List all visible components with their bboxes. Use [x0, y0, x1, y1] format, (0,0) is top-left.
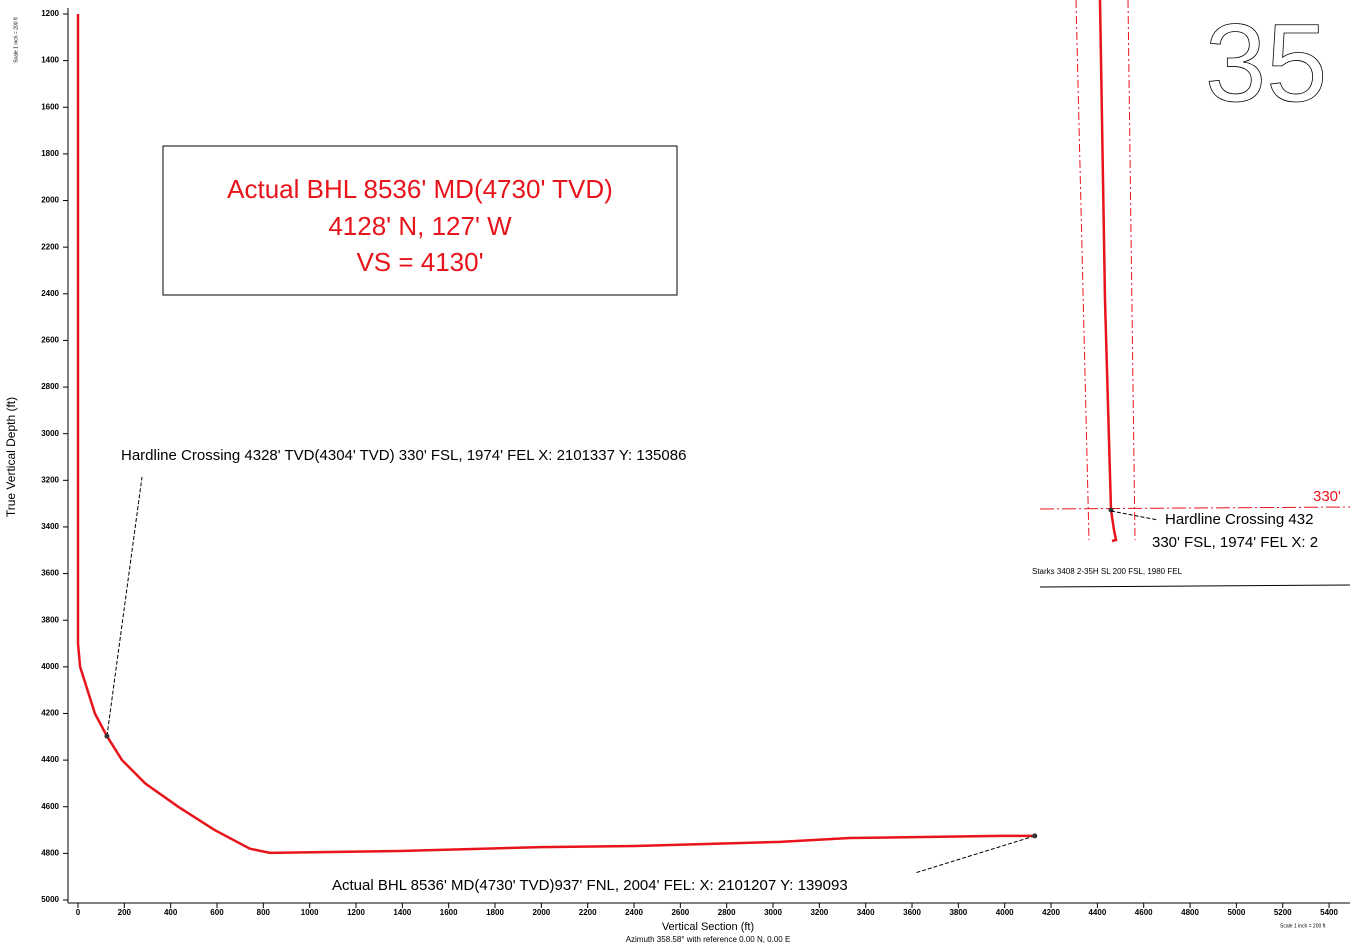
y-tick-label: 2600	[41, 336, 59, 345]
wellbore-line	[76, 14, 1035, 855]
y-tick-label: 3400	[41, 522, 59, 531]
leader-line	[106, 476, 143, 737]
surface-line	[1039, 584, 1350, 588]
annotation-text: Actual BHL 8536' MD(4730' TVD)937' FNL, …	[332, 877, 848, 894]
box-text: VS = 4130'	[356, 247, 483, 277]
annotation-box	[162, 145, 678, 296]
y-tick-label: 2200	[41, 242, 59, 251]
y-tick-label: 3800	[41, 615, 59, 624]
surface-location-label: Starks 3408 2-35H SL 200 FSL, 1980 FEL	[1032, 567, 1183, 576]
setback-label: 330'	[1313, 488, 1341, 505]
x-tick-label: 600	[210, 908, 224, 917]
y-tick-label: 3600	[41, 569, 59, 578]
x-tick-label: 4400	[1088, 908, 1106, 917]
x-tick-label: 3000	[764, 908, 782, 917]
x-tick-label: 3600	[903, 908, 921, 917]
x-tick-label: 2800	[718, 908, 736, 917]
y-tick-label: 1200	[41, 9, 59, 18]
annotation-point	[104, 733, 110, 739]
y-tick-label: 2400	[41, 289, 59, 298]
x-axis-title: Vertical Section (ft)	[662, 921, 754, 933]
x-tick-label: 4800	[1181, 908, 1199, 917]
x-tick-label: 1400	[393, 908, 411, 917]
hardline-label: Hardline Crossing 432	[1165, 511, 1313, 528]
x-tick-label: 200	[118, 908, 132, 917]
plan-view: 35 330' Hardline Crossing 432 330' FSL, …	[1032, 0, 1350, 929]
scale-note: Scale 1 inch = 200 ft	[13, 17, 19, 63]
y-tick-label: 1400	[41, 56, 59, 65]
y-tick-label: 3000	[41, 429, 59, 438]
y-tick-label: 1600	[41, 102, 59, 111]
y-tick-label: 2000	[41, 196, 59, 205]
x-tick-label: 4600	[1135, 908, 1153, 917]
y-tick-label: 4000	[41, 662, 59, 671]
x-tick-label: 4200	[1042, 908, 1060, 917]
y-tick-label: 4800	[41, 848, 59, 857]
y-axis-title: True Vertical Depth (ft)	[4, 397, 18, 517]
box-text: Actual BHL 8536' MD(4730' TVD)	[227, 174, 613, 204]
leader-line	[914, 835, 1035, 874]
lease-line	[1075, 0, 1090, 541]
x-tick-label: 2400	[625, 908, 643, 917]
x-tick-label: 3400	[857, 908, 875, 917]
section-number: 35	[1205, 2, 1327, 125]
leader-line	[1110, 510, 1159, 521]
x-tick-label: 2200	[579, 908, 597, 917]
y-tick-label: 4400	[41, 755, 59, 764]
x-tick-label: 800	[257, 908, 271, 917]
y-tick-label: 4200	[41, 709, 59, 718]
hardline-label: 330' FSL, 1974' FEL X: 2	[1152, 534, 1318, 551]
box-text: 4128' N, 127' W	[328, 211, 512, 241]
x-tick-label: 5000	[1227, 908, 1245, 917]
hardline	[1039, 506, 1350, 510]
annotation-text: Hardline Crossing 4328' TVD(4304' TVD) 3…	[121, 447, 686, 464]
x-tick-label: 0	[76, 908, 81, 917]
x-tick-label: 2600	[671, 908, 689, 917]
x-tick-label: 3200	[810, 908, 828, 917]
x-tick-label: 4000	[996, 908, 1014, 917]
scale-note: Scale 1 inch = 200 ft	[1280, 923, 1326, 929]
x-tick-label: 2000	[532, 908, 550, 917]
y-tick-label: 4600	[41, 802, 59, 811]
x-tick-label: 5400	[1320, 908, 1338, 917]
lease-line	[1127, 0, 1136, 541]
y-tick-label: 5000	[41, 895, 59, 904]
plan-wellbore	[1098, 0, 1118, 543]
x-axis-detail: Azimuth 358.58° with reference 0.00 N, 0…	[626, 935, 791, 944]
y-tick-label: 3200	[41, 475, 59, 484]
y-tick-label: 2800	[41, 382, 59, 391]
y-tick-label: 1800	[41, 149, 59, 158]
x-tick-label: 400	[164, 908, 178, 917]
x-tick-label: 1200	[347, 908, 365, 917]
x-tick-label: 3800	[949, 908, 967, 917]
x-tick-label: 1600	[440, 908, 458, 917]
x-tick-label: 1000	[301, 908, 319, 917]
x-tick-label: 5200	[1274, 908, 1292, 917]
annotation-point	[1032, 833, 1038, 839]
x-tick-label: 1800	[486, 908, 504, 917]
